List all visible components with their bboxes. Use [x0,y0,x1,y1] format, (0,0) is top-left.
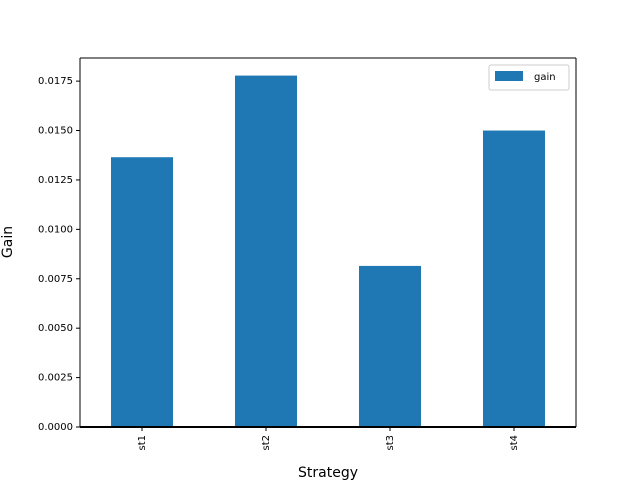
y-tick-label: 0.0025 [38,373,73,384]
bar-st1 [111,157,173,427]
y-tick-label: 0.0000 [38,422,73,433]
y-axis-label: Gain [0,226,16,258]
y-tick-label: 0.0175 [38,76,73,87]
x-tick-label-st1: st1 [137,435,148,451]
y-axis-ticks: 0.0000 0.0025 0.0050 0.0075 0.0100 0.0125 0.01… [38,76,80,433]
y-tick-label: 0.0050 [38,323,73,334]
bar-st2 [235,75,297,427]
x-axis-label: Strategy [298,465,358,480]
x-tick-label-st2: st2 [261,435,272,451]
y-tick-label: 0.0100 [38,224,73,235]
x-axis-ticks: st1 st2 st3 st4 [137,427,520,451]
bar-st3 [359,265,421,427]
legend-label: gain [534,72,556,83]
y-tick-label: 0.0150 [38,126,73,137]
legend: gain [488,64,570,91]
y-tick-label: 0.0075 [38,274,73,285]
bar-st4 [483,130,545,428]
y-tick-label: 0.0125 [38,175,73,186]
legend-swatch [495,71,523,81]
x-tick-label-st4: st4 [509,435,520,451]
bars-group [111,75,545,428]
x-tick-label-st3: st3 [385,435,396,451]
